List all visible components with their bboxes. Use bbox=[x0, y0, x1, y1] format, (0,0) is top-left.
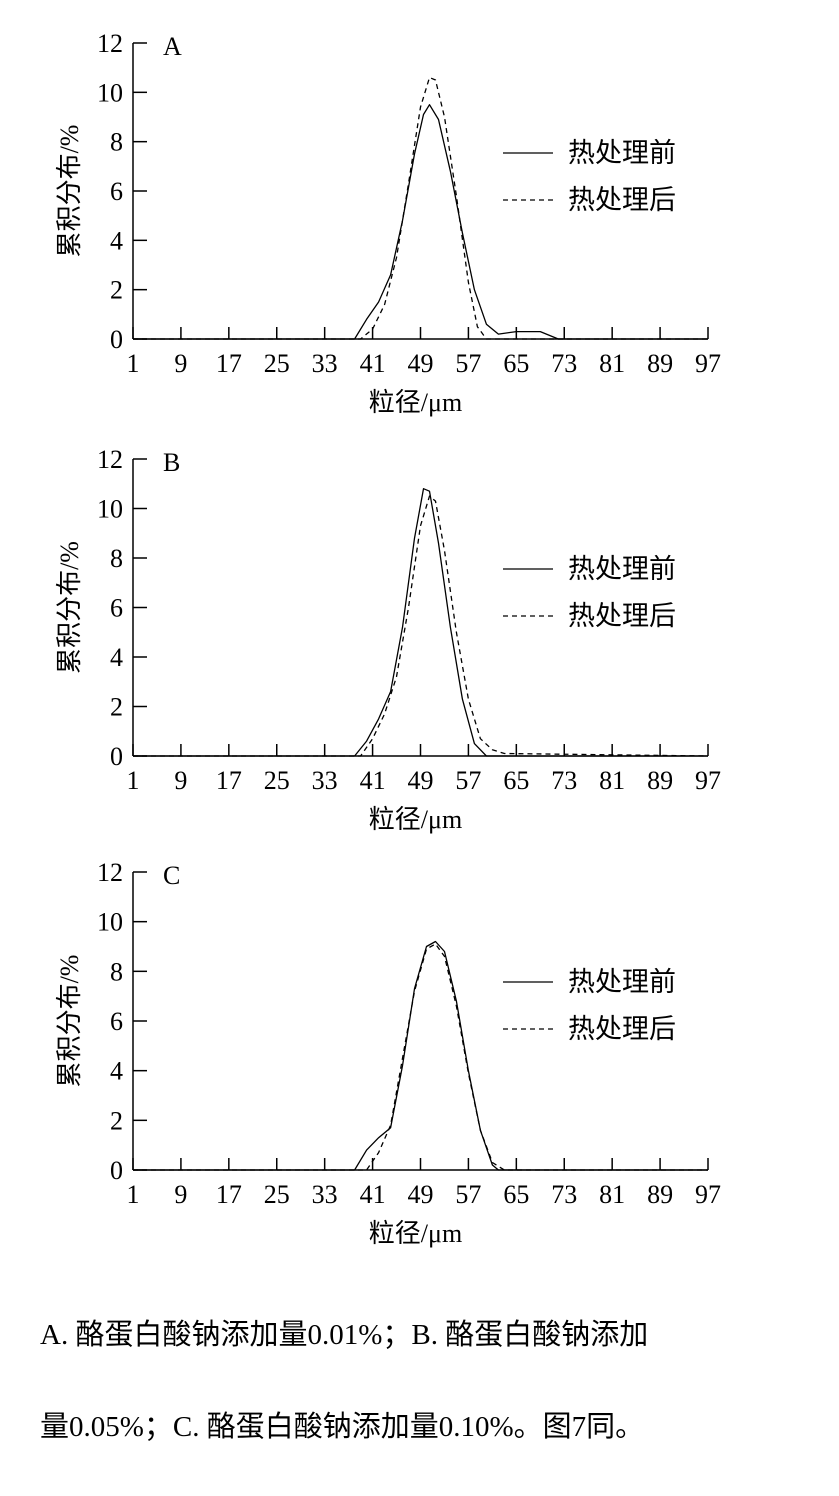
figure-caption: A. 酪蛋白酸钠添加量0.01%；B. 酪蛋白酸钠添加 量0.05%；C. 酪蛋… bbox=[40, 1266, 830, 1496]
panel-a-y-tick-label: 4 bbox=[110, 226, 123, 255]
panel-c-x-axis-title: 粒径/μm bbox=[369, 1219, 462, 1248]
panel-a-y-axis-title: 累积分布/% bbox=[55, 125, 84, 258]
panel-c-y-tick-label: 12 bbox=[97, 858, 123, 887]
panel-c-x-tick-label: 49 bbox=[408, 1180, 434, 1209]
panel-c-y-axis-title: 累积分布/% bbox=[55, 955, 84, 1088]
panel-c-y-tick-label: 4 bbox=[110, 1057, 123, 1086]
panel-b-x-tick-label: 41 bbox=[360, 766, 386, 795]
panel-c-x-tick-label: 1 bbox=[127, 1180, 140, 1209]
panel-b-y-tick-label: 2 bbox=[110, 693, 123, 722]
panel-a-x-tick-label: 1 bbox=[127, 349, 140, 378]
panel-c-x-tick-label: 89 bbox=[647, 1180, 673, 1209]
panel-b-x-tick-label: 1 bbox=[127, 766, 140, 795]
panel-a-x-tick-label: 81 bbox=[599, 349, 625, 378]
panel-c-x-tick-label: 41 bbox=[360, 1180, 386, 1209]
panel-b-x-tick-label: 89 bbox=[647, 766, 673, 795]
panel-a-label: A bbox=[163, 32, 182, 61]
panel-b-x-tick-label: 97 bbox=[695, 766, 721, 795]
panel-b-x-tick-label: 81 bbox=[599, 766, 625, 795]
panel-c-x-tick-label: 97 bbox=[695, 1180, 721, 1209]
panel-c-label: C bbox=[163, 861, 180, 890]
panel-a-x-axis-title: 粒径/μm bbox=[369, 388, 462, 417]
panel-b-x-tick-label: 17 bbox=[216, 766, 242, 795]
panel-c-x-tick-label: 17 bbox=[216, 1180, 242, 1209]
caption-line-1: A. 酪蛋白酸钠添加量0.01%；B. 酪蛋白酸钠添加 bbox=[40, 1319, 649, 1351]
panel-a-y-tick-label: 10 bbox=[97, 78, 123, 107]
panel-b-y-tick-label: 8 bbox=[110, 544, 123, 573]
panel-c-y-tick-label: 6 bbox=[110, 1007, 123, 1036]
panel-c-x-tick-label: 33 bbox=[312, 1180, 338, 1209]
panel-a-x-tick-label: 33 bbox=[312, 349, 338, 378]
panel-b-legend-label: 热处理前 bbox=[568, 554, 676, 584]
panel-c-x-tick-label: 73 bbox=[551, 1180, 577, 1209]
panel-a-x-tick-label: 49 bbox=[408, 349, 434, 378]
panel-a-y-tick-label: 8 bbox=[110, 128, 123, 157]
panel-b-series-before-heat-line bbox=[133, 488, 708, 757]
panel-a-x-tick-label: 97 bbox=[695, 349, 721, 378]
panel-c-x-tick-label: 57 bbox=[455, 1180, 481, 1209]
panel-b-y-tick-label: 6 bbox=[110, 594, 123, 623]
panel-b-y-tick-label: 0 bbox=[110, 742, 123, 771]
panel-a-x-tick-label: 89 bbox=[647, 349, 673, 378]
panel-b-x-tick-label: 65 bbox=[503, 766, 529, 795]
panel-b-x-tick-label: 25 bbox=[264, 766, 290, 795]
panel-a-x-tick-label: 57 bbox=[455, 349, 481, 378]
panel-a-series-before-heat-line bbox=[133, 104, 708, 340]
panel-b-x-tick-label: 57 bbox=[455, 766, 481, 795]
panel-a-legend-label: 热处理前 bbox=[568, 138, 676, 168]
panel-a-x-tick-label: 41 bbox=[360, 349, 386, 378]
panel-a-x-tick-label: 25 bbox=[264, 349, 290, 378]
panel-c-x-tick-label: 9 bbox=[174, 1180, 187, 1209]
panel-c-y-tick-label: 10 bbox=[97, 908, 123, 937]
caption-line-2: 量0.05%；C. 酪蛋白酸钠添加量0.10%。图7同。 bbox=[40, 1411, 645, 1443]
panel-b-x-tick-label: 73 bbox=[551, 766, 577, 795]
panel-c-x-tick-label: 25 bbox=[264, 1180, 290, 1209]
panel-b-y-tick-label: 4 bbox=[110, 643, 123, 672]
panel-b-x-axis-title: 粒径/μm bbox=[369, 805, 462, 834]
panel-c-y-tick-label: 0 bbox=[110, 1156, 123, 1185]
panel-b-x-tick-label: 9 bbox=[174, 766, 187, 795]
panel-b-x-tick-label: 33 bbox=[312, 766, 338, 795]
panel-a-y-tick-label: 0 bbox=[110, 325, 123, 354]
panel-b-y-axis-title: 累积分布/% bbox=[55, 541, 84, 674]
panel-a-series-after-heat-line bbox=[133, 76, 708, 340]
panel-b-series-after-heat-line bbox=[133, 495, 709, 757]
panel-b-legend-label: 热处理后 bbox=[568, 601, 676, 631]
panel-b-x-tick-label: 49 bbox=[408, 766, 434, 795]
panel-a-x-tick-label: 73 bbox=[551, 349, 577, 378]
panel-b-y-tick-label: 12 bbox=[97, 445, 123, 474]
panel-c-series-after-heat-line bbox=[133, 943, 708, 1171]
panel-a-x-tick-label: 17 bbox=[216, 349, 242, 378]
panel-c-y-tick-label: 2 bbox=[110, 1106, 123, 1135]
panel-a-y-tick-label: 12 bbox=[97, 29, 123, 58]
panel-b-label: B bbox=[163, 448, 180, 477]
panel-a-legend-label: 热处理后 bbox=[568, 185, 676, 215]
panel-a-x-tick-label: 9 bbox=[174, 349, 187, 378]
panel-c-legend-label: 热处理前 bbox=[568, 967, 676, 997]
panel-c-y-tick-label: 8 bbox=[110, 957, 123, 986]
panel-c-x-tick-label: 65 bbox=[503, 1180, 529, 1209]
panel-c-legend-label: 热处理后 bbox=[568, 1014, 676, 1044]
panel-c-x-tick-label: 81 bbox=[599, 1180, 625, 1209]
panel-a-y-tick-label: 2 bbox=[110, 276, 123, 305]
panel-a-y-tick-label: 6 bbox=[110, 177, 123, 206]
panel-a-x-tick-label: 65 bbox=[503, 349, 529, 378]
panel-b-y-tick-label: 10 bbox=[97, 495, 123, 524]
